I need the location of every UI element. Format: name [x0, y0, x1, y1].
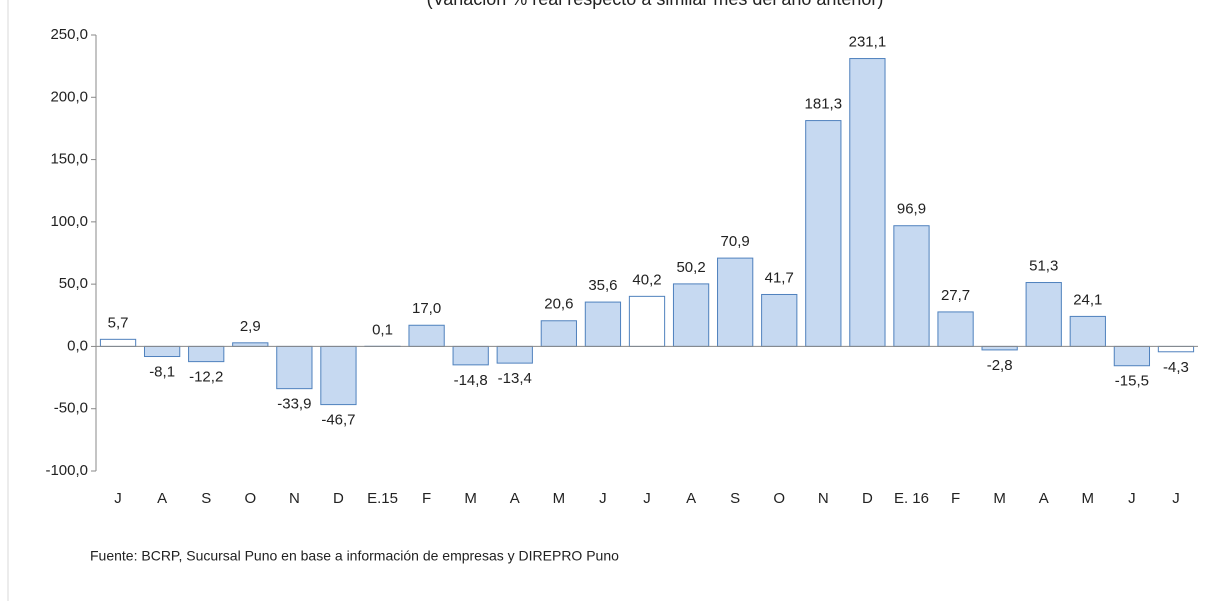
x-tick-label: F — [422, 490, 431, 507]
value-label: 17,0 — [412, 300, 441, 317]
y-tick-label: 0,0 — [67, 337, 88, 354]
y-tick-label: 150,0 — [50, 151, 88, 168]
value-label: -8,1 — [149, 363, 175, 380]
x-tick-label: O — [773, 490, 785, 507]
value-label: 2,9 — [240, 318, 261, 335]
value-label: -14,8 — [454, 372, 488, 389]
bar — [320, 345, 357, 406]
chart-subtitle: (Variación % real respecto a similar mes… — [427, 0, 884, 9]
x-tick-label: J — [1172, 490, 1180, 507]
x-tick-label: A — [157, 490, 167, 507]
bar — [1113, 345, 1151, 367]
value-label: 231,1 — [849, 34, 887, 51]
x-tick-label: J — [1128, 490, 1136, 507]
y-tick-label: 50,0 — [59, 275, 88, 292]
value-label: 0,1 — [372, 321, 393, 338]
value-label: -33,9 — [277, 396, 311, 413]
x-tick-label: M — [553, 490, 566, 507]
x-tick-label: M — [464, 490, 477, 507]
x-tick-label: N — [289, 490, 300, 507]
value-label: 51,3 — [1029, 257, 1058, 274]
bar — [1025, 282, 1062, 347]
x-tick-label: D — [862, 490, 873, 507]
value-label: 41,7 — [765, 269, 794, 286]
bar — [584, 301, 622, 347]
value-label: -46,7 — [321, 412, 355, 429]
bar — [849, 58, 886, 347]
bar — [937, 311, 974, 347]
x-tick-label: M — [993, 490, 1006, 507]
bar — [628, 295, 666, 347]
bar — [452, 345, 489, 366]
x-tick-label: D — [333, 490, 344, 507]
bar — [1069, 315, 1106, 347]
y-tick-label: -50,0 — [54, 400, 88, 417]
bar — [188, 345, 225, 363]
x-tick-label: J — [599, 490, 607, 507]
bar — [1157, 345, 1195, 353]
x-tick-label: N — [818, 490, 829, 507]
bar — [893, 225, 930, 347]
x-tick-label: A — [510, 490, 520, 507]
bar — [496, 345, 533, 364]
bar — [232, 342, 269, 347]
bar — [540, 320, 577, 347]
x-tick-label: J — [114, 490, 122, 507]
bar — [761, 293, 798, 347]
x-tick-label: S — [201, 490, 211, 507]
value-label: 181,3 — [805, 96, 843, 113]
value-label: -13,4 — [498, 370, 532, 387]
x-tick-label: J — [643, 490, 651, 507]
value-label: -12,2 — [189, 369, 223, 386]
x-tick-label: F — [951, 490, 960, 507]
x-tick-label: E. 16 — [894, 490, 929, 507]
bar — [99, 338, 137, 347]
x-tick-label: E.15 — [367, 490, 398, 507]
bar — [717, 257, 754, 347]
value-label: 40,2 — [632, 271, 661, 288]
value-label: 70,9 — [721, 233, 750, 250]
bar — [408, 324, 445, 347]
source-note: Fuente: BCRP, Sucursal Puno en base a in… — [90, 548, 619, 564]
y-tick-label: 100,0 — [50, 213, 88, 230]
bar — [981, 345, 1018, 351]
y-tick-label: 200,0 — [50, 88, 88, 105]
value-label: 50,2 — [676, 259, 705, 276]
bar — [672, 283, 710, 347]
value-label: 96,9 — [897, 201, 926, 218]
x-tick-label: O — [244, 490, 256, 507]
bar — [276, 345, 313, 390]
value-label: -2,8 — [987, 357, 1013, 374]
value-label: 35,6 — [588, 277, 617, 294]
x-tick-label: A — [1039, 490, 1049, 507]
x-tick-label: M — [1082, 490, 1095, 507]
value-label: 20,6 — [544, 296, 573, 313]
y-tick-label: 250,0 — [50, 26, 88, 43]
value-label: 5,7 — [108, 314, 129, 331]
value-label: -15,5 — [1115, 373, 1149, 390]
x-tick-label: S — [730, 490, 740, 507]
value-label: 27,7 — [941, 287, 970, 304]
bar — [143, 345, 181, 358]
bar — [805, 120, 842, 347]
value-label: 24,1 — [1073, 291, 1102, 308]
value-label: -4,3 — [1163, 359, 1189, 376]
x-tick-label: A — [686, 490, 696, 507]
y-tick-label: -100,0 — [45, 462, 88, 479]
